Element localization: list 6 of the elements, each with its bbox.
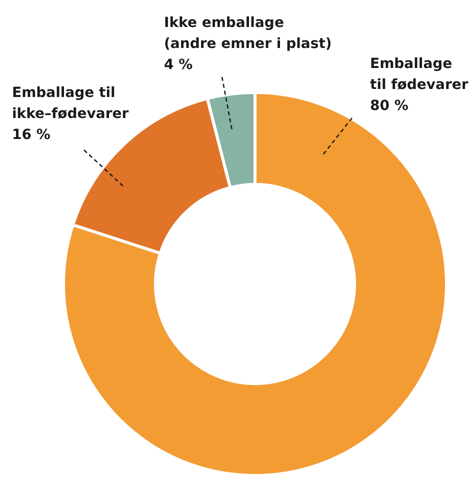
slice-label: Emballage til fødevarer: [370, 56, 468, 93]
slice-label: Emballage til ikke–fødevarer: [12, 85, 129, 122]
data-label: 4 %: [164, 57, 193, 73]
slice-label: Ikke emballage (andre emner i plast): [164, 15, 332, 52]
data-label: 16 %: [12, 127, 50, 143]
data-label: 80 %: [370, 98, 408, 114]
